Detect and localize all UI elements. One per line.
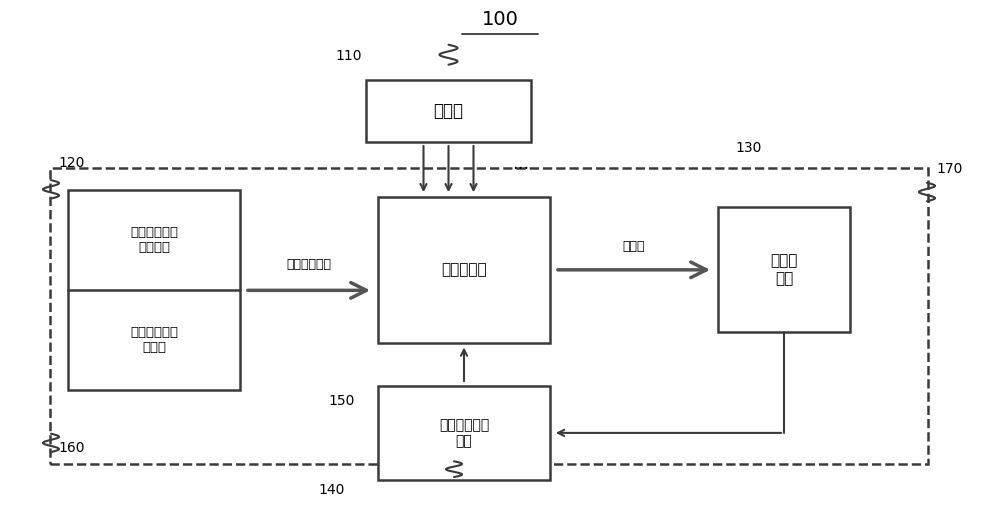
- Text: 屏幕刷新率检
测模块: 屏幕刷新率检 测模块: [130, 326, 178, 355]
- Text: 实际支持码率: 实际支持码率: [287, 258, 332, 270]
- Text: 120: 120: [58, 156, 84, 170]
- Bar: [378, 197, 550, 343]
- Bar: [68, 190, 240, 390]
- Text: 100: 100: [482, 10, 518, 29]
- Text: 160: 160: [58, 441, 84, 455]
- Text: 源地址: 源地址: [623, 240, 645, 252]
- Text: 服务器: 服务器: [434, 102, 464, 120]
- Text: 码率切换处理
模块: 码率切换处理 模块: [439, 418, 489, 448]
- Text: 130: 130: [735, 141, 761, 155]
- Text: 播放器
引擎: 播放器 引擎: [770, 254, 798, 286]
- Text: 170: 170: [936, 163, 962, 176]
- Text: 110: 110: [335, 49, 362, 63]
- Bar: [366, 80, 531, 142]
- Text: 播放器上层: 播放器上层: [441, 262, 487, 277]
- Bar: [718, 207, 850, 332]
- Bar: [50, 168, 928, 464]
- Bar: [378, 386, 550, 480]
- Text: 150: 150: [328, 394, 354, 408]
- Text: ...: ...: [512, 155, 529, 173]
- Text: 140: 140: [318, 483, 344, 497]
- Text: 设备最大解码
能力模块: 设备最大解码 能力模块: [130, 226, 178, 255]
